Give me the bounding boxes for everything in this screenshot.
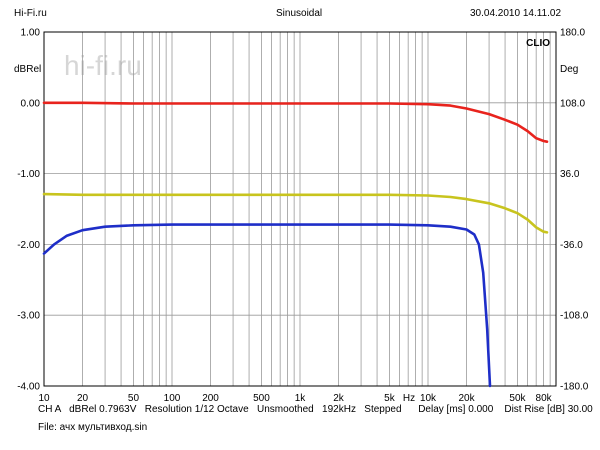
header-site: Hi-Fi.ru: [14, 8, 47, 19]
x-tick-label: 10: [38, 393, 50, 404]
x-tick-label: 10k: [420, 393, 437, 404]
y-tick-label-right: -36.0: [560, 240, 583, 251]
x-axis-label: Hz: [403, 393, 415, 404]
x-tick-label: 20: [77, 393, 89, 404]
y-axis-label-left: dBRel: [14, 64, 41, 75]
y-tick-label-right: -180.0: [560, 382, 589, 393]
y-tick-label-left: -3.00: [17, 311, 40, 322]
x-tick-label: 500: [253, 393, 270, 404]
x-tick-label: 100: [164, 393, 181, 404]
x-tick-label: 200: [202, 393, 219, 404]
watermark: hi-fi.ru: [64, 50, 142, 81]
x-tick-label: 50k: [509, 393, 526, 404]
file-name: File: ачх мультивход.sin: [38, 422, 148, 433]
y-tick-label-left: -1.00: [17, 169, 40, 180]
x-tick-label: 20k: [458, 393, 475, 404]
x-tick-label: 5k: [384, 393, 396, 404]
x-tick-label: 1k: [295, 393, 307, 404]
series-line: [42, 101, 549, 143]
header-datetime: 30.04.2010 14.11.02: [470, 8, 562, 19]
x-tick-label: 80k: [536, 393, 553, 404]
plot-frame: [43, 31, 557, 387]
y-tick-label-left: 0.00: [21, 98, 41, 109]
y-tick-label-right: 180.0: [560, 28, 585, 39]
measurement-info: CH A dBRel 0.7963V Resolution 1/12 Octav…: [38, 404, 593, 415]
series-line: [42, 192, 549, 234]
x-tick-label: 2k: [333, 393, 345, 404]
brand-label: CLIO: [526, 38, 550, 49]
y-axis-label-right: Deg: [560, 64, 578, 75]
x-tick-label: 50: [128, 393, 140, 404]
y-tick-label-right: 36.0: [560, 169, 580, 180]
header-mode: Sinusoidal: [276, 8, 323, 19]
y-tick-label-left: -4.00: [17, 382, 40, 393]
y-tick-label-right: 108.0: [560, 98, 585, 109]
y-tick-label-left: 1.00: [21, 28, 41, 39]
series-line: [42, 223, 492, 388]
y-tick-label-right: -108.0: [560, 311, 589, 322]
y-tick-label-left: -2.00: [17, 240, 40, 251]
